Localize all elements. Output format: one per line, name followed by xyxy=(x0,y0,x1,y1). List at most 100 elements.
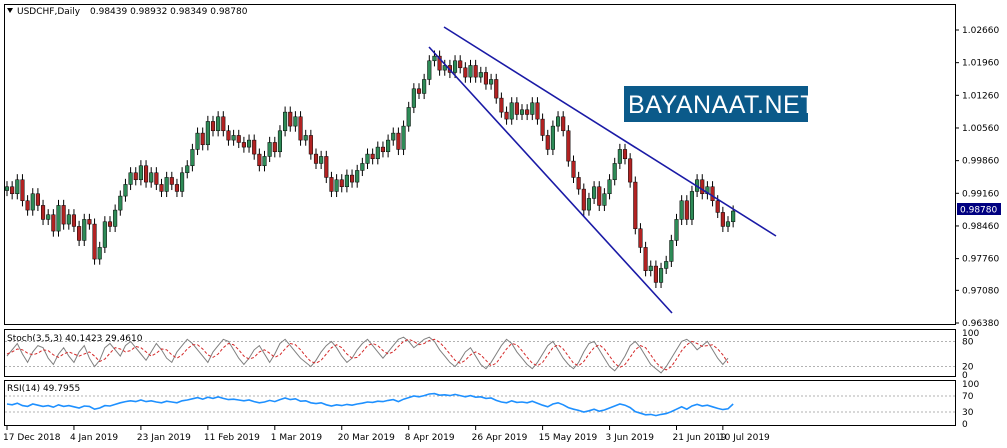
candle xyxy=(674,213,679,247)
candle-body xyxy=(118,195,123,211)
candle-body xyxy=(25,200,30,211)
candle-body xyxy=(61,205,66,225)
candle-body xyxy=(107,221,113,227)
candle xyxy=(195,127,200,156)
candle xyxy=(386,134,391,158)
time-axis: 17 Dec 2018 4 Jan 2019 23 Jan 2019 11 Feb 2… xyxy=(3,426,770,443)
candle-body xyxy=(355,170,360,183)
candle xyxy=(391,127,396,146)
candle-body xyxy=(185,165,190,174)
price-tick-label: 0.97760 xyxy=(962,255,999,265)
candle-body xyxy=(659,268,664,283)
candle-body xyxy=(483,72,488,85)
candle xyxy=(684,195,689,226)
header: USDCHF,Daily 0.98439 0.98932 0.98349 0.9… xyxy=(7,7,248,17)
candle-body xyxy=(602,193,607,206)
stoch-tick-label: 0 xyxy=(962,371,968,381)
candle xyxy=(725,216,731,233)
candle-body xyxy=(15,179,20,195)
candle xyxy=(87,213,92,230)
candle xyxy=(20,174,25,207)
candle xyxy=(4,181,10,197)
price-panel-frame xyxy=(4,4,956,325)
candle-body xyxy=(30,193,35,211)
candle xyxy=(221,111,226,137)
candle xyxy=(123,178,128,202)
candle xyxy=(571,155,576,184)
candle xyxy=(277,125,282,158)
candle-body xyxy=(432,55,437,62)
time-tick-label: 26 Apr 2019 xyxy=(472,433,528,443)
candle-body xyxy=(416,88,422,94)
candle-body xyxy=(226,130,231,141)
candle-body xyxy=(365,153,370,164)
collapse-triangle-icon[interactable] xyxy=(7,8,13,13)
candle-body xyxy=(648,265,653,271)
candle xyxy=(303,129,308,146)
candle-body xyxy=(700,179,705,195)
candle-body xyxy=(504,111,509,120)
candle-body xyxy=(298,116,303,141)
candle-body xyxy=(236,135,241,143)
candle-body xyxy=(149,172,154,183)
candle-body xyxy=(205,121,210,146)
candle-body xyxy=(257,153,262,167)
candle-body xyxy=(216,116,221,132)
candle-body xyxy=(489,79,494,85)
candle xyxy=(247,134,252,153)
candle xyxy=(592,181,597,205)
candle xyxy=(66,209,71,230)
candle-body xyxy=(344,174,349,188)
candle-body xyxy=(586,198,592,211)
candle xyxy=(561,111,566,137)
candle-body xyxy=(231,135,236,141)
symbol-label: USDCHF,Daily xyxy=(17,7,81,17)
candle xyxy=(478,66,483,83)
candle xyxy=(344,169,349,193)
candle xyxy=(576,171,581,195)
time-tick-label: 3 Jun 2019 xyxy=(606,433,655,443)
candle-body xyxy=(710,186,715,202)
candle xyxy=(525,104,530,121)
candle-body xyxy=(396,132,401,150)
candle-body xyxy=(252,139,257,155)
candle-body xyxy=(4,186,10,191)
candle-body xyxy=(386,139,391,153)
candle-body xyxy=(144,165,149,183)
candle xyxy=(180,167,185,198)
candle xyxy=(453,55,458,79)
candle xyxy=(396,127,401,156)
candle xyxy=(257,148,262,172)
watermark-logo: BAYANAAT.NET xyxy=(624,86,815,122)
candle-body xyxy=(499,97,504,113)
price-tick-label: 0.97080 xyxy=(962,286,999,296)
rsi-line xyxy=(6,392,734,417)
candle xyxy=(226,125,231,146)
candle-body xyxy=(267,142,272,157)
candle xyxy=(46,209,51,226)
candle xyxy=(133,167,138,186)
candle-body xyxy=(581,188,586,211)
candle xyxy=(313,148,319,170)
candle-body xyxy=(442,65,447,71)
candle xyxy=(149,167,154,188)
candle xyxy=(200,127,205,151)
candle-body xyxy=(195,132,200,150)
candle xyxy=(633,176,638,235)
candle xyxy=(174,178,179,198)
candle xyxy=(236,129,241,149)
candle-body xyxy=(664,261,669,269)
price-tick-label: 0.98460 xyxy=(962,222,999,232)
candle-body xyxy=(56,205,61,232)
candle-body xyxy=(102,221,107,248)
candle xyxy=(25,195,30,216)
candle-body xyxy=(324,156,329,178)
candle-body xyxy=(473,65,478,78)
candle xyxy=(494,73,499,104)
candle-body xyxy=(360,163,365,171)
candle xyxy=(30,188,35,216)
candle-body xyxy=(35,193,40,206)
candle-body xyxy=(628,158,633,183)
candle-body xyxy=(566,130,571,162)
candle-body xyxy=(51,214,56,232)
